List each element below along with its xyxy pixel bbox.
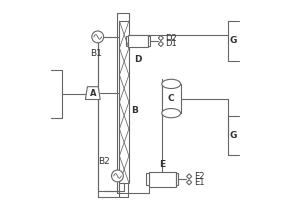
- Text: B1: B1: [90, 49, 102, 58]
- Ellipse shape: [162, 79, 181, 89]
- Polygon shape: [187, 174, 192, 179]
- Circle shape: [92, 31, 104, 43]
- Bar: [126, 36, 128, 46]
- Text: C: C: [168, 94, 175, 103]
- Text: D2: D2: [165, 34, 176, 43]
- Text: B2: B2: [98, 157, 109, 166]
- Polygon shape: [158, 41, 164, 47]
- Bar: [176, 173, 178, 185]
- Polygon shape: [85, 87, 100, 100]
- Text: A: A: [90, 89, 96, 98]
- Bar: [148, 36, 150, 46]
- Text: D: D: [134, 55, 142, 64]
- Bar: [149, 172, 176, 187]
- Text: G: G: [230, 131, 237, 140]
- Polygon shape: [158, 36, 164, 41]
- Circle shape: [112, 170, 123, 182]
- Text: E2: E2: [194, 172, 205, 181]
- Text: B: B: [131, 106, 138, 115]
- Text: G: G: [230, 36, 237, 45]
- Polygon shape: [187, 180, 192, 185]
- Ellipse shape: [162, 109, 181, 118]
- Bar: [162, 84, 181, 113]
- Bar: [119, 21, 129, 183]
- Bar: [146, 173, 149, 185]
- Text: D1: D1: [165, 39, 176, 48]
- Text: E: E: [159, 160, 165, 169]
- Bar: [128, 35, 148, 47]
- Text: E1: E1: [194, 178, 205, 187]
